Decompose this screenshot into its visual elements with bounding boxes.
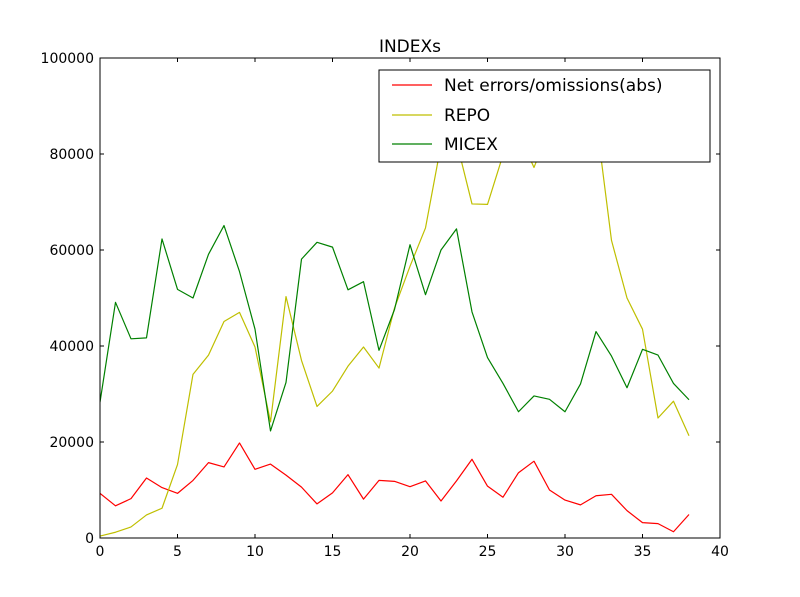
legend-label-repo: REPO (444, 106, 490, 126)
y-tick-label: 80000 (49, 147, 94, 163)
x-tick-label: 0 (96, 544, 105, 560)
x-tick-label: 15 (324, 544, 342, 560)
x-tick-label: 20 (401, 544, 419, 560)
legend-box (378, 69, 711, 163)
series-line-net-errors (100, 442, 690, 533)
legend-label-net-errors: Net errors/omissions(abs) (444, 76, 662, 96)
x-tick-label: 35 (634, 544, 652, 560)
x-tick-label: 30 (556, 544, 574, 560)
series-line-micex (100, 224, 690, 432)
y-tick-label: 0 (85, 531, 94, 547)
y-tick-label: 40000 (49, 339, 94, 355)
x-tick-label: 40 (711, 544, 729, 560)
y-tick-label: 60000 (49, 243, 94, 259)
x-tick-label: 25 (479, 544, 497, 560)
y-axis-ticks: 0 20000 40000 60000 80000 100000 (41, 51, 720, 547)
y-tick-label: 20000 (49, 435, 94, 451)
x-axis-ticks: 0 5 10 15 20 25 30 35 40 (96, 58, 729, 560)
x-tick-label: 5 (173, 544, 182, 560)
legend-label-micex: MICEX (444, 135, 498, 155)
y-tick-label: 100000 (41, 51, 94, 67)
chart-title: INDEXs (379, 37, 441, 57)
legend: Net errors/omissions(abs) REPO MICEX (378, 69, 711, 163)
x-tick-label: 10 (246, 544, 264, 560)
